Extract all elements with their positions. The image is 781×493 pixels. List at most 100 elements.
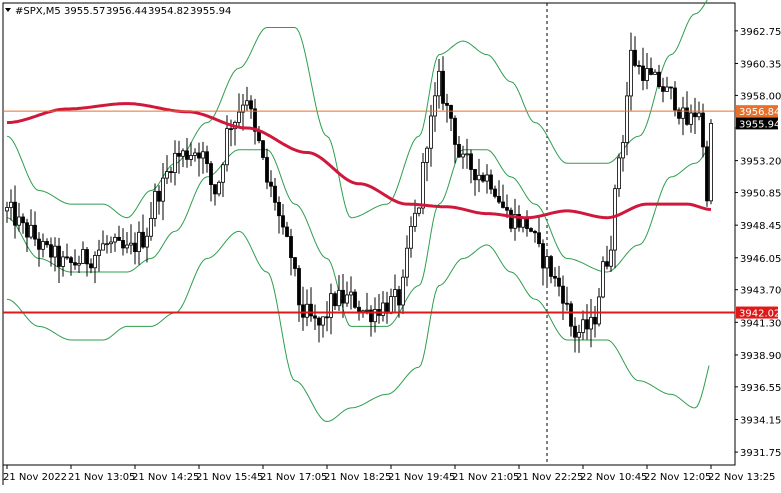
- candle-body-down: [73, 262, 77, 266]
- price-level-label: 3956.84: [739, 107, 780, 118]
- candle: [97, 239, 101, 272]
- candle: [77, 255, 81, 273]
- candle-body-down: [229, 128, 233, 131]
- candle: [309, 287, 313, 322]
- candle: [501, 184, 505, 209]
- candle: [553, 267, 557, 287]
- candle: [709, 119, 713, 205]
- candle: [365, 292, 369, 315]
- candle-body-up: [621, 142, 625, 159]
- candle: [601, 256, 605, 299]
- candle-body-down: [533, 230, 537, 234]
- candle: [53, 237, 57, 272]
- candle: [157, 185, 161, 215]
- candle-body-down: [369, 309, 373, 323]
- candle-body-down: [289, 236, 293, 258]
- candle-body-up: [577, 332, 581, 338]
- candle-body-down: [141, 231, 145, 248]
- candle: [369, 305, 373, 337]
- y-tick-label: 3941.30: [740, 318, 781, 329]
- candle-body-down: [209, 163, 213, 186]
- candle: [693, 97, 697, 135]
- candle: [61, 251, 65, 277]
- candle-body-up: [181, 150, 185, 157]
- candle-body-down: [693, 112, 697, 118]
- candle-body-up: [709, 122, 713, 202]
- x-tick-label: 21 Nov 18:25: [324, 472, 391, 483]
- candle: [13, 185, 17, 239]
- candle-body-up: [61, 256, 65, 267]
- candle: [189, 142, 193, 167]
- candle: [213, 184, 217, 206]
- candle: [133, 232, 137, 265]
- price-level-tag: [736, 306, 778, 319]
- candle-body-down: [197, 152, 201, 159]
- y-tick-label: 3962.75: [740, 27, 781, 38]
- candle-body-up: [629, 49, 633, 97]
- candle: [317, 316, 321, 343]
- y-tick-label: 3950.85: [740, 189, 781, 200]
- candle-body-down: [633, 49, 637, 66]
- candle: [81, 241, 85, 264]
- collapse-triangle-icon[interactable]: [5, 8, 11, 12]
- candle: [457, 135, 461, 158]
- candle-body-up: [305, 303, 309, 318]
- candle: [669, 86, 673, 100]
- symbol-label: #SPX,M5: [15, 6, 61, 17]
- candle-body-up: [417, 207, 421, 214]
- candle-body-up: [129, 242, 133, 246]
- candle-body-down: [573, 325, 577, 338]
- candle: [405, 235, 409, 287]
- current-price-label: 3955.94: [739, 119, 780, 130]
- candle-body-up: [125, 244, 129, 249]
- candle: [529, 227, 533, 233]
- candle: [701, 103, 705, 158]
- candle-body-up: [329, 293, 333, 318]
- candle-body-up: [345, 294, 349, 304]
- candle-body-up: [681, 107, 685, 119]
- candle: [5, 201, 9, 223]
- candle-body-down: [33, 224, 37, 240]
- candle-body-up: [245, 100, 249, 106]
- candle-body-up: [81, 249, 85, 264]
- chart-frame: [2, 2, 736, 485]
- candle-body-down: [273, 185, 277, 203]
- axes: 3962.75 3960.35 3958.00 3953.20 3950.85 3948.…: [3, 27, 781, 483]
- candle: [637, 60, 641, 75]
- candle-body-up: [105, 243, 109, 246]
- candle: [197, 142, 201, 177]
- candle: [665, 76, 669, 92]
- candle-body-down: [397, 289, 401, 306]
- candle-body-up: [145, 235, 149, 248]
- candle-body-up: [381, 302, 385, 316]
- candle-body-down: [21, 216, 25, 224]
- candle-body-up: [485, 174, 489, 182]
- candle-body-up: [665, 86, 669, 92]
- candle-body-down: [297, 268, 301, 306]
- y-tick-label: 3931.75: [740, 448, 781, 459]
- candle: [533, 229, 537, 243]
- candle: [549, 254, 553, 284]
- candle: [565, 286, 569, 311]
- candle: [673, 81, 677, 117]
- candle: [217, 180, 221, 197]
- candle-body-up: [581, 319, 585, 333]
- candle: [597, 288, 601, 327]
- y-tick-label: 3948.45: [740, 221, 781, 232]
- candle-body-down: [261, 140, 265, 158]
- candle-body-up: [645, 68, 649, 81]
- candle: [633, 36, 637, 68]
- candle: [477, 158, 481, 193]
- candle: [429, 104, 433, 167]
- candle-body-up: [437, 70, 441, 97]
- candle: [209, 161, 213, 202]
- candle-body-down: [213, 184, 217, 195]
- candle-body-down: [265, 157, 269, 183]
- candle-body-down: [657, 71, 661, 88]
- candle: [629, 32, 633, 111]
- candle-body-down: [269, 181, 273, 187]
- candle: [469, 149, 473, 184]
- candle: [373, 297, 377, 333]
